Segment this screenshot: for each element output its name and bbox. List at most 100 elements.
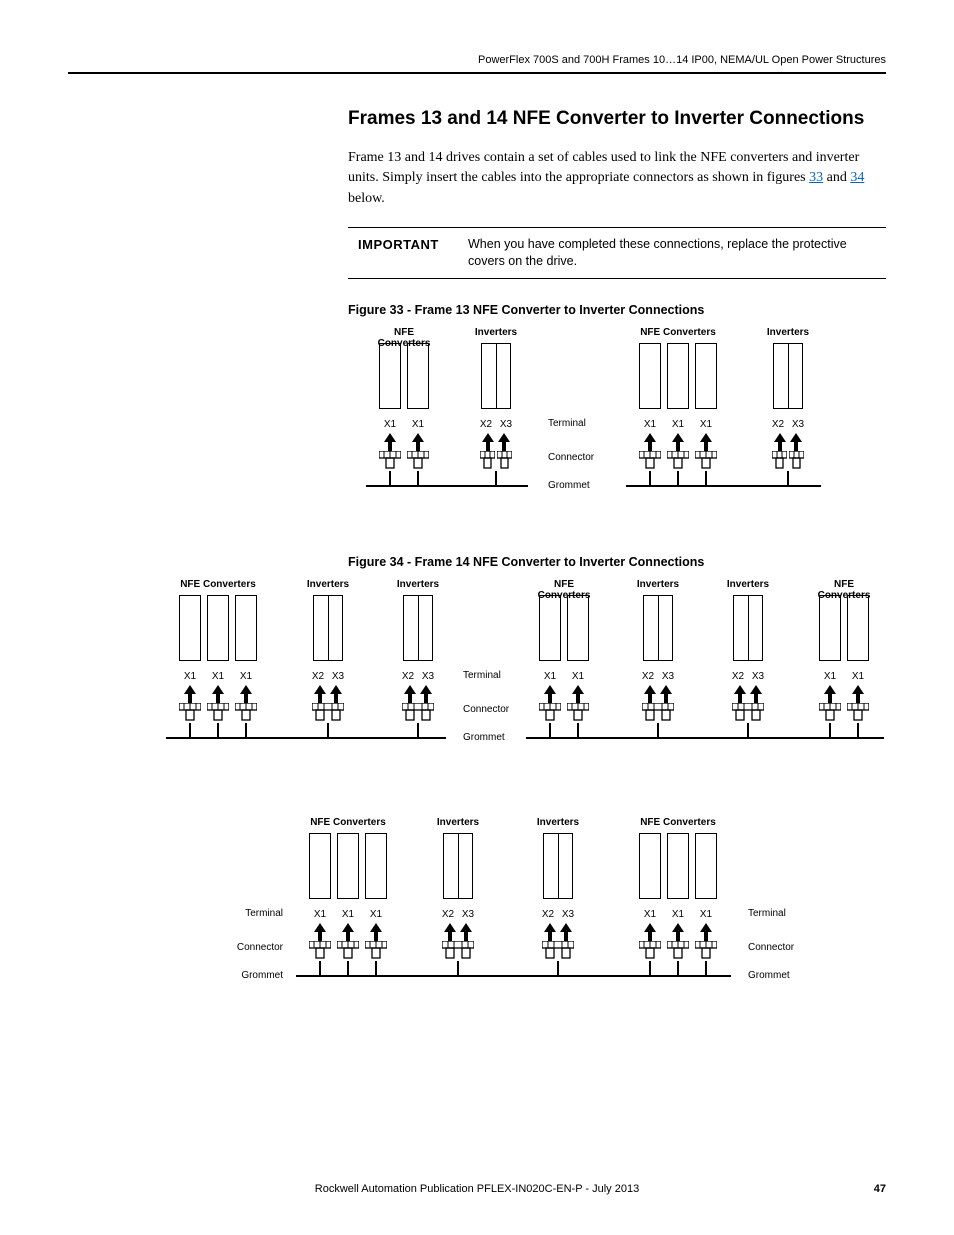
arrow-up-icon bbox=[819, 685, 841, 703]
connector-icon bbox=[667, 451, 689, 471]
cabinet bbox=[639, 343, 661, 409]
term: X1 bbox=[365, 909, 387, 920]
arrow-up-icon bbox=[207, 685, 229, 703]
connector-icon bbox=[542, 941, 574, 961]
connector-icon bbox=[732, 703, 764, 723]
fig33-title: Figure 33 - Frame 13 NFE Converter to In… bbox=[348, 303, 886, 317]
connector-icon bbox=[407, 451, 429, 471]
connector-icon bbox=[365, 941, 387, 961]
lbl: NFE Converters bbox=[298, 817, 398, 828]
term: X2 bbox=[479, 419, 493, 430]
term: X1 bbox=[695, 419, 717, 430]
arrow-up-icon bbox=[403, 685, 417, 703]
arrow-up-icon bbox=[407, 433, 429, 451]
term: X1 bbox=[407, 419, 429, 430]
header-rule bbox=[68, 72, 886, 74]
link-fig33[interactable]: 33 bbox=[809, 170, 823, 185]
fig34b-right-labels: Terminal Connector Grommet bbox=[748, 909, 803, 981]
grommet-stem bbox=[695, 961, 717, 975]
arrow-up-icon bbox=[179, 685, 201, 703]
body-post: below. bbox=[348, 191, 385, 206]
cabinet bbox=[443, 833, 473, 899]
term: X1 bbox=[667, 419, 689, 430]
section-body: Frame 13 and 14 drives contain a set of … bbox=[348, 148, 886, 209]
term: X1 bbox=[667, 909, 689, 920]
lbl-terminal: Terminal bbox=[228, 909, 283, 919]
grommet-stem bbox=[643, 723, 673, 737]
lbl: Inverters bbox=[628, 579, 688, 590]
term: X3 bbox=[791, 419, 805, 430]
term: X3 bbox=[499, 419, 513, 430]
arrow-up-icon bbox=[337, 923, 359, 941]
term: X3 bbox=[461, 909, 475, 920]
connector-icon bbox=[567, 703, 589, 723]
cabinet bbox=[407, 343, 429, 409]
lbl: Inverters bbox=[388, 579, 448, 590]
arrow-up-icon bbox=[365, 923, 387, 941]
connector-icon bbox=[480, 451, 495, 471]
term: X3 bbox=[421, 671, 435, 682]
bus bbox=[166, 737, 446, 740]
term: X1 bbox=[337, 909, 359, 920]
cabinet bbox=[543, 833, 573, 899]
term: X1 bbox=[567, 671, 589, 682]
arrow-up-icon bbox=[481, 433, 495, 451]
term: X2 bbox=[311, 671, 325, 682]
cabinet bbox=[539, 595, 561, 661]
fig34-row1-diagram: NFE Converters X1 X1 X1 Inverters X2X3 bbox=[168, 579, 948, 789]
term: X1 bbox=[235, 671, 257, 682]
grommet-stem bbox=[543, 961, 573, 975]
lbl-grommet: Grommet bbox=[228, 971, 283, 981]
grommet-stem bbox=[207, 723, 229, 737]
lbl: NFE Converters bbox=[628, 817, 728, 828]
cabinet bbox=[309, 833, 331, 899]
bus-right bbox=[626, 485, 821, 488]
grommet-stem bbox=[667, 961, 689, 975]
arrow-up-icon bbox=[667, 433, 689, 451]
connector-icon bbox=[402, 703, 434, 723]
arrow-up-icon bbox=[695, 433, 717, 451]
lbl-terminal: Terminal bbox=[748, 909, 803, 919]
lbl-connector: Connector bbox=[748, 943, 803, 953]
running-head: PowerFlex 700S and 700H Frames 10…14 IP0… bbox=[68, 54, 886, 66]
connector-icon bbox=[337, 941, 359, 961]
arrow-up-icon bbox=[773, 433, 787, 451]
term: X1 bbox=[695, 909, 717, 920]
connector-icon bbox=[772, 451, 787, 471]
term: X3 bbox=[331, 671, 345, 682]
fig34b-left-labels: Terminal Connector Grommet bbox=[228, 909, 283, 981]
grommet-stem bbox=[309, 961, 331, 975]
grommet-stem bbox=[481, 471, 511, 485]
arrow-up-icon bbox=[667, 923, 689, 941]
grommet-stem bbox=[639, 961, 661, 975]
connector-icon bbox=[497, 451, 512, 471]
arrow-up-icon bbox=[235, 685, 257, 703]
cabinet bbox=[481, 343, 511, 409]
important-label: IMPORTANT bbox=[348, 227, 458, 278]
term: X1 bbox=[847, 671, 869, 682]
cabinet bbox=[643, 595, 673, 661]
grommet-stem bbox=[695, 471, 717, 485]
cabinet bbox=[819, 595, 841, 661]
term: X1 bbox=[639, 909, 661, 920]
term: X3 bbox=[661, 671, 675, 682]
term: X2 bbox=[771, 419, 785, 430]
cabinet bbox=[207, 595, 229, 661]
connector-icon bbox=[642, 703, 674, 723]
fig33-right-nfe-label: NFE Converters bbox=[628, 327, 728, 338]
grommet-stem bbox=[773, 471, 803, 485]
cabinet bbox=[179, 595, 201, 661]
connector-icon bbox=[235, 703, 257, 723]
fig34-title: Figure 34 - Frame 14 NFE Converter to In… bbox=[348, 555, 886, 569]
connector-icon bbox=[309, 941, 331, 961]
cabinet bbox=[695, 833, 717, 899]
link-fig34[interactable]: 34 bbox=[850, 170, 864, 185]
lbl-connector: Connector bbox=[228, 943, 283, 953]
lbl: Inverters bbox=[298, 579, 358, 590]
connector-icon bbox=[695, 941, 717, 961]
term: X2 bbox=[441, 909, 455, 920]
bus bbox=[526, 737, 884, 740]
connector-icon bbox=[312, 703, 344, 723]
term: X1 bbox=[207, 671, 229, 682]
lbl-connector: Connector bbox=[548, 453, 608, 463]
